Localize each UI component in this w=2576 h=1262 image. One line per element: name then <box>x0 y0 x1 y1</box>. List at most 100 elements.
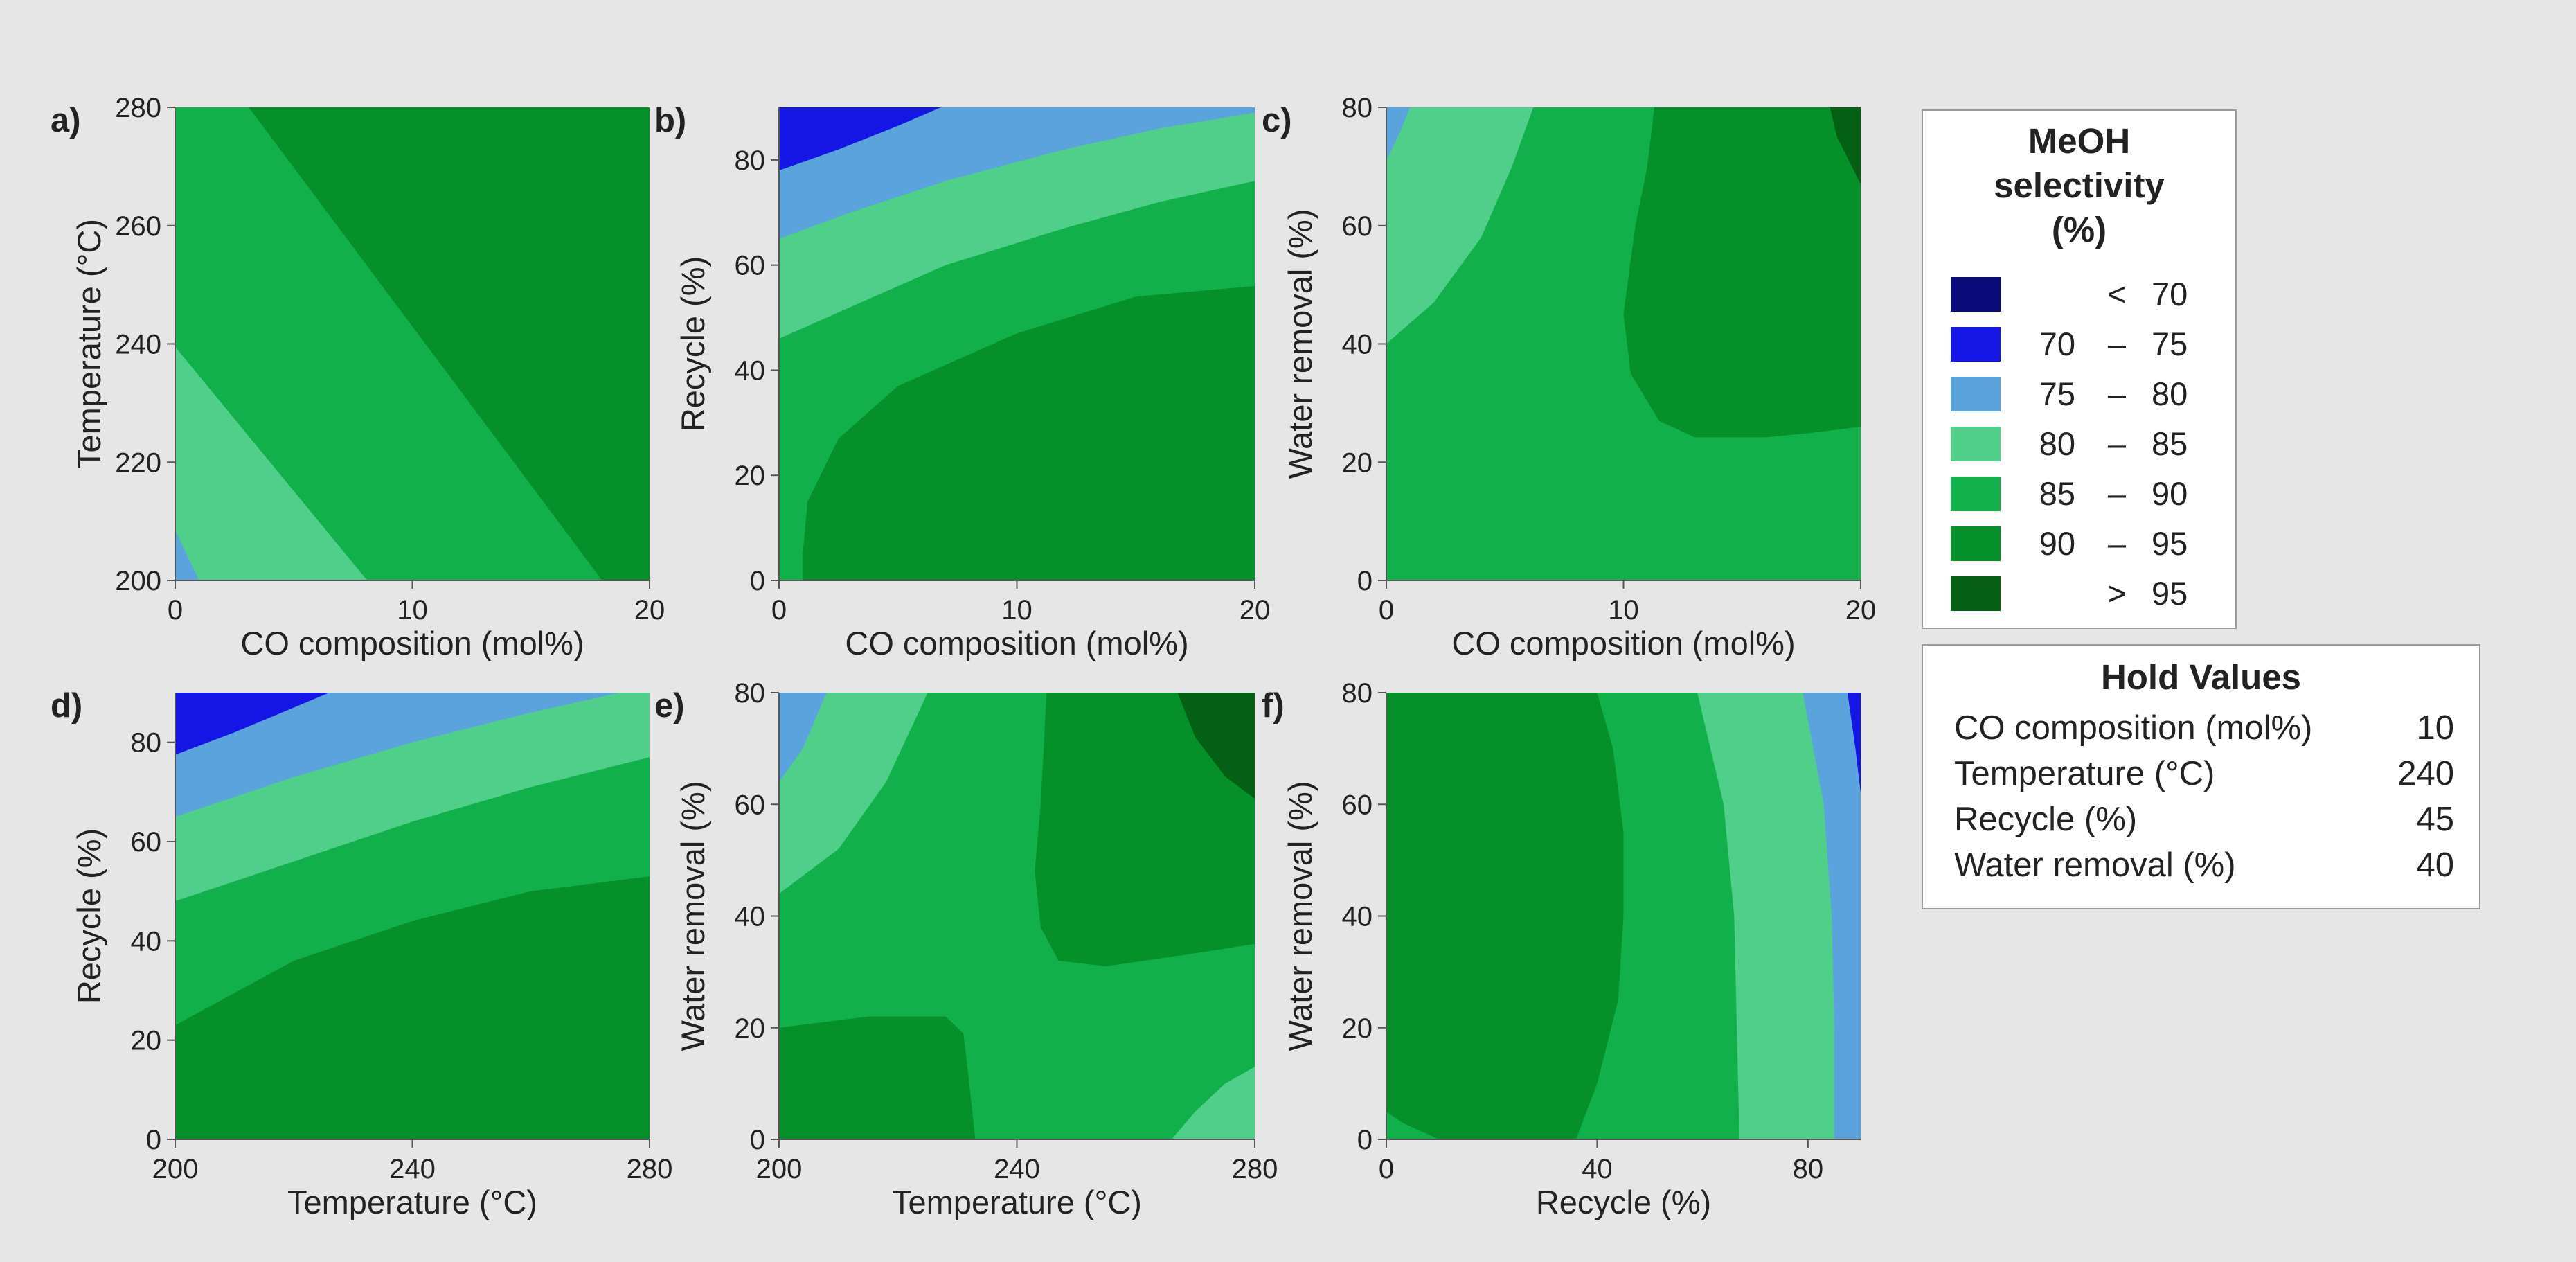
hold-values-title: Hold Values <box>2100 657 2302 697</box>
contour-band <box>1697 693 1861 1139</box>
hold-label: Temperature (°C) <box>1954 755 2215 792</box>
legend-hi: 95 <box>2152 525 2188 562</box>
contour-band <box>1386 107 1411 161</box>
hold-value: 40 <box>2416 846 2454 884</box>
legend-row: 70 – 75 <box>1951 327 2228 362</box>
y-tick-label: 60 <box>1342 790 1373 820</box>
contour-band <box>175 876 650 1139</box>
y-tick-label: 20 <box>131 1026 162 1056</box>
contour-band <box>1171 1067 1255 1139</box>
contour-band <box>175 346 368 580</box>
contour-band <box>779 693 827 782</box>
legend-row: 80 – 85 <box>1951 427 2228 461</box>
contour-band <box>175 693 620 817</box>
x-axis-label: CO composition (mol%) <box>240 625 584 661</box>
legend-row: 85 – 90 <box>1951 477 2228 511</box>
y-tick-label: 80 <box>735 678 766 709</box>
contour-panel: 200 220 240 260 280 0 10 20 CO composition (mol%… <box>51 93 665 661</box>
contour-band <box>1830 107 1861 184</box>
panel-label: d) <box>51 687 82 725</box>
legend-lo: 80 <box>2039 425 2075 462</box>
contour-band <box>1848 693 1861 794</box>
x-tick-label: 20 <box>1845 595 1877 625</box>
x-tick-label: 10 <box>397 595 428 625</box>
hold-values-box: Hold Values CO composition (mol%) 10 Tem… <box>1922 644 2480 909</box>
legend-sep: – <box>2107 525 2127 562</box>
y-tick-label: 40 <box>1342 330 1373 360</box>
legend-hi: 85 <box>2152 425 2188 462</box>
contour-panel: 0 20 40 60 80 0 10 20 CO composition (mol%) Water… <box>1262 93 1876 661</box>
contour-panel: 0 20 40 60 80 0 40 80 Recycle (%) Water removal (… <box>1262 678 1861 1220</box>
y-tick-label: 20 <box>735 1013 766 1044</box>
legend-lo: 90 <box>2039 525 2075 562</box>
x-tick-label: 0 <box>168 595 183 625</box>
x-tick-label: 10 <box>1001 595 1032 625</box>
x-tick-label: 200 <box>152 1154 199 1184</box>
legend-title-line: selectivity <box>1994 166 2165 205</box>
x-tick-label: 20 <box>1240 595 1271 625</box>
x-axis-label: Temperature (°C) <box>892 1184 1142 1220</box>
y-axis-label: Water removal (%) <box>674 781 711 1051</box>
x-tick-label: 240 <box>994 1154 1040 1184</box>
legend-title-line: MeOH <box>2028 121 2131 161</box>
legend-sep: – <box>2107 375 2127 412</box>
panel-label: f) <box>1262 687 1285 725</box>
contour-band <box>779 693 928 894</box>
y-tick-label: 200 <box>115 566 161 596</box>
hold-value: 10 <box>2416 709 2454 747</box>
y-tick-label: 280 <box>115 93 161 123</box>
legend-swatch <box>1951 427 2001 461</box>
contour-band <box>779 1016 976 1139</box>
contour-band <box>1803 693 1861 1139</box>
y-tick-label: 80 <box>131 728 162 758</box>
y-axis-label: Water removal (%) <box>1282 209 1318 479</box>
contour-panel: 0 20 40 60 80 200 240 280 Temperature (°C) Recycl… <box>51 687 672 1220</box>
x-tick-label: 240 <box>389 1154 436 1184</box>
legend-lo: 85 <box>2039 475 2075 512</box>
contour-band <box>175 693 330 755</box>
legend-title: MeOH selectivity (%) <box>1923 119 2235 252</box>
contour-band <box>1386 107 1534 344</box>
y-tick-label: 60 <box>131 827 162 857</box>
hold-label: Water removal (%) <box>1954 846 2236 884</box>
x-tick-label: 280 <box>1232 1154 1278 1184</box>
y-tick-label: 0 <box>750 566 765 596</box>
y-tick-label: 80 <box>735 145 766 176</box>
hold-value: 45 <box>2416 801 2454 838</box>
legend-row: > 95 <box>1951 576 2228 611</box>
legend-swatch <box>1951 277 2001 312</box>
legend-swatch <box>1951 377 2001 411</box>
legend-sep: – <box>2107 425 2127 462</box>
contour-band <box>779 107 1255 239</box>
contour-band <box>1035 693 1255 967</box>
legend-sep: > <box>2107 575 2127 612</box>
x-tick-label: 80 <box>1793 1154 1824 1184</box>
y-tick-label: 60 <box>735 790 766 820</box>
x-tick-label: 20 <box>634 595 665 625</box>
y-tick-label: 20 <box>735 461 766 491</box>
y-tick-label: 80 <box>1342 93 1373 123</box>
contour-band <box>1386 693 1624 1139</box>
contour-band <box>175 530 199 580</box>
y-tick-label: 220 <box>115 447 161 478</box>
contour-panel: 0 20 40 60 80 0 10 20 CO composition (mol%) Recyc… <box>654 102 1270 661</box>
contour-band <box>803 286 1255 580</box>
legend-row: < 70 <box>1951 277 2228 312</box>
y-tick-label: 0 <box>750 1125 765 1155</box>
x-tick-label: 280 <box>627 1154 673 1184</box>
hold-row: Recycle (%) 45 <box>1954 797 2454 842</box>
legend-swatch <box>1951 526 2001 561</box>
legend-row: 75 – 80 <box>1951 377 2228 411</box>
y-tick-label: 40 <box>131 926 162 957</box>
legend-hi: 70 <box>2152 276 2188 312</box>
y-tick-label: 60 <box>1342 211 1373 242</box>
legend-hi: 95 <box>2152 575 2188 612</box>
legend-hi: 75 <box>2152 326 2188 362</box>
legend-sep: – <box>2107 326 2127 362</box>
panel-label: a) <box>51 102 81 139</box>
y-axis-label: Water removal (%) <box>1282 781 1318 1051</box>
contour-band <box>779 107 941 171</box>
panel-label: c) <box>1262 102 1292 139</box>
selectivity-legend: MeOH selectivity (%) < 70 70 – 75 75 – 8… <box>1922 109 2237 629</box>
